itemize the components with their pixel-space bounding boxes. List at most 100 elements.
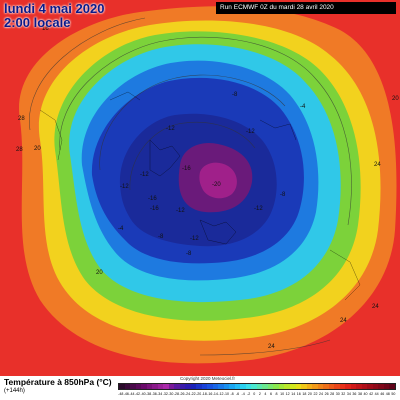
scale-tick-label: -46 — [123, 392, 129, 396]
scale-swatch — [168, 384, 175, 389]
scale-tick-label: -2 — [247, 392, 251, 396]
scale-tick-label: 28 — [330, 392, 335, 396]
scale-swatch — [157, 384, 164, 389]
scale-tick-label: 46 — [380, 392, 385, 396]
legend-footer: Température à 850hPa (°C) (+144h) Copyri… — [0, 376, 400, 400]
scale-tick-label: -6 — [235, 392, 240, 396]
scale-swatch — [245, 384, 252, 389]
scale-tick-label: 48 — [385, 392, 390, 396]
scale-swatch — [312, 384, 318, 389]
scale-swatch — [234, 384, 241, 389]
map-canvas: -20 -16 -16 -16 -12 -12 -12 -12 -12 -12 -12 -8 -8 -8 -… — [16, 6, 400, 364]
temperature-map: -20 -16 -16 -16 -12 -12 -12 -12 -12 -12 -12 -8 -8 -8 -… — [0, 0, 400, 376]
run-info-bar: Run ECMWF 0Z du mardi 28 avril 2020 — [216, 2, 396, 14]
scale-swatch — [361, 384, 368, 389]
scale-tick-label: -48 — [118, 392, 124, 396]
scale-tick-label: -30 — [168, 392, 174, 396]
scale-swatch — [278, 384, 285, 389]
copyright-text: Copyright 2020 Meteociel.fr — [180, 376, 236, 381]
contour-label: 28 — [16, 147, 23, 153]
scale-swatch — [146, 384, 153, 389]
contour-label: 20 — [34, 146, 41, 152]
scale-swatch — [345, 384, 351, 389]
scale-tick-label: 42 — [369, 392, 374, 396]
scale-tick-label: -10 — [223, 392, 230, 396]
scale-tick-label: 20 — [307, 392, 312, 396]
contour-label: -20 — [212, 182, 221, 188]
scale-swatch — [334, 384, 340, 389]
scale-tick-label: -8 — [230, 392, 234, 396]
scale-tick-label: -32 — [162, 392, 168, 396]
scale-tick-label: 10 — [280, 392, 285, 396]
scale-tick-label: 32 — [341, 392, 346, 396]
isotherm-lines — [29, 17, 352, 356]
scale-swatch — [251, 384, 257, 389]
contour-label: -12 — [176, 208, 185, 214]
valid-date: lundi 4 mai 2020 — [4, 1, 105, 16]
contour-label: -8 — [280, 192, 286, 198]
scale-tick-label: -28 — [173, 392, 179, 396]
scale-swatch — [212, 384, 219, 389]
scale-tick-label: 0 — [253, 392, 256, 396]
scale-tick-label: 24 — [319, 392, 324, 396]
contour-label: 20 — [392, 96, 399, 102]
scale-swatch — [273, 384, 279, 389]
scale-tick-label: 34 — [346, 392, 351, 396]
scale-tick-label: 38 — [357, 392, 362, 396]
contour-label: 24 — [268, 344, 275, 350]
valid-time: 2:00 locale — [4, 15, 71, 30]
scale-swatch — [284, 384, 290, 389]
scale-swatch — [141, 384, 147, 389]
scale-swatch — [240, 384, 246, 389]
contour-label: 16 — [42, 26, 49, 32]
scale-tick-label: -26 — [179, 392, 185, 396]
scale-tick-label: -38 — [145, 392, 152, 396]
scale-swatch — [207, 384, 213, 389]
scale-swatch — [389, 384, 395, 389]
contour-label: -12 — [166, 126, 175, 132]
contour-label: -12 — [120, 184, 129, 190]
scale-swatch — [135, 384, 142, 389]
contour-label: -4 — [300, 104, 306, 110]
scale-tick-label: 16 — [296, 392, 301, 396]
magenta-core — [199, 162, 237, 199]
color-scale-ticks: -48 -46 -44 -42 -40 -38 -36 -34 -32 -30 -28 -26 -24-… — [118, 391, 396, 398]
contour-labels: -20 -16 -16 -16 -12 -12 -12 -12 -12 -12 -12 -8 -8 -8 -… — [16, 26, 399, 350]
scale-swatch — [367, 384, 373, 389]
scale-swatch — [306, 384, 313, 389]
scale-tick-label: 22 — [313, 392, 318, 396]
scale-tick-label: 44 — [374, 392, 379, 396]
scale-tick-label: 4 — [264, 392, 267, 396]
scale-swatch — [196, 384, 202, 389]
scale-swatch — [190, 384, 197, 389]
scale-swatch — [119, 384, 125, 389]
contour-label: -4 — [118, 226, 124, 232]
scale-swatch — [223, 384, 230, 389]
scale-swatch — [218, 384, 224, 389]
contour-label: -16 — [182, 166, 191, 172]
scale-tick-label: -12 — [218, 392, 224, 396]
scale-tick-label: 26 — [324, 392, 329, 396]
contour-label: 24 — [374, 162, 381, 168]
scale-swatch — [317, 384, 324, 389]
scale-tick-label: 6 — [269, 392, 272, 396]
scale-swatch — [174, 384, 180, 389]
contour-label: -16 — [148, 196, 157, 202]
contour-label: 28 — [18, 116, 25, 122]
scale-swatch — [289, 384, 296, 389]
scale-swatch — [378, 384, 384, 389]
scale-tick-label: 12 — [285, 392, 290, 396]
scale-swatch — [130, 384, 136, 389]
scale-swatch — [229, 384, 235, 389]
scale-swatch — [356, 384, 362, 389]
color-scale — [118, 383, 396, 390]
contour-label: -12 — [140, 172, 149, 178]
scale-swatch — [179, 384, 186, 389]
scale-swatch — [201, 384, 208, 389]
scale-tick-label: -4 — [241, 392, 245, 396]
contour-label: -16 — [150, 206, 159, 212]
contour-label: 24 — [372, 304, 379, 310]
scale-tick-label: -40 — [140, 392, 146, 396]
scale-swatch — [256, 384, 263, 389]
scale-tick-label: 14 — [291, 392, 296, 396]
